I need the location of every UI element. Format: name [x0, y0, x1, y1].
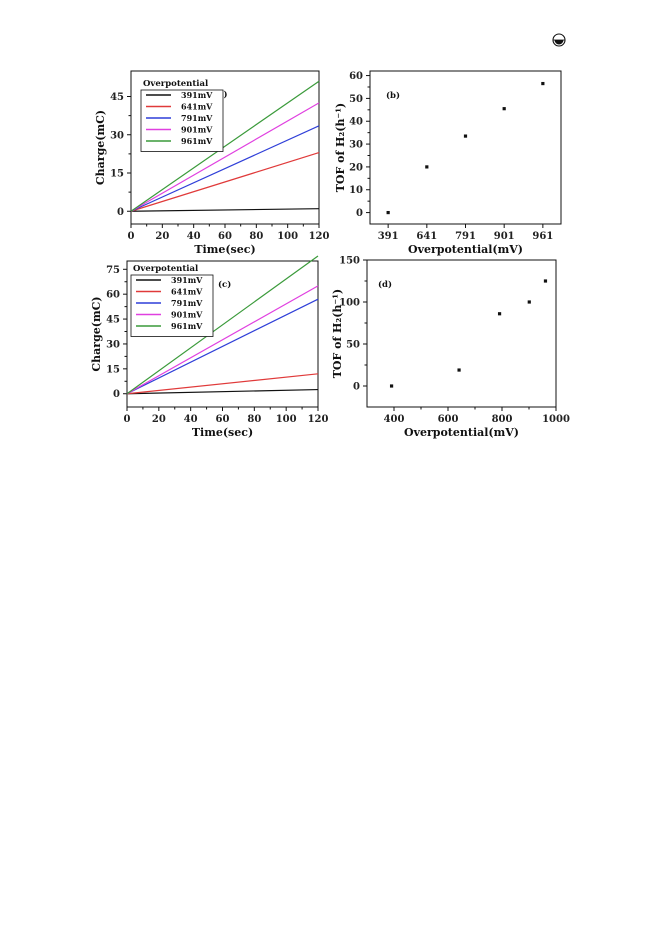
series-line-391mV — [130, 208, 320, 212]
y-tick-label: 30 — [110, 130, 124, 141]
y-axis-label: TOF of H₂(h⁻¹) — [334, 103, 347, 193]
y-tick-label: 30 — [349, 140, 363, 151]
x-tick-label: 400 — [384, 414, 405, 425]
data-point — [425, 165, 429, 169]
legend-entry: 961mV — [181, 136, 213, 146]
y-tick-label: 0 — [113, 389, 120, 400]
y-tick-label: 0 — [117, 207, 124, 218]
series-line-791mV — [126, 298, 319, 395]
legend-entry: 641mV — [181, 102, 213, 112]
x-tick-label: 40 — [187, 231, 201, 242]
x-tick-label: 391 — [378, 231, 399, 242]
chart-panel-b: 391 641 791 901 961 0 10 20 30 40 50 60 Overpotentia… — [334, 70, 562, 256]
series-line-641mV — [130, 152, 320, 212]
data-point — [463, 134, 468, 138]
legend-entry: 641mV — [171, 287, 203, 297]
y-tick-label: 150 — [339, 256, 360, 267]
panel-label: (b) — [386, 90, 400, 101]
x-tick-label: 1000 — [542, 414, 570, 425]
y-tick-label: 75 — [106, 265, 120, 276]
data-point — [497, 312, 502, 316]
x-tick-label: 961 — [532, 231, 553, 242]
x-tick-label: 800 — [492, 414, 513, 425]
x-tick-label: 100 — [276, 414, 297, 425]
x-tick-label: 120 — [309, 231, 330, 242]
x-tick-label: 60 — [218, 231, 232, 242]
series-line-961mV — [126, 255, 319, 395]
y-tick-label: 0 — [353, 382, 360, 393]
x-tick-label: 0 — [124, 414, 131, 425]
x-axis-label: Time(sec) — [192, 426, 253, 439]
series-line-961mV — [130, 80, 320, 212]
series-line-791mV — [130, 125, 320, 212]
x-tick-label: 600 — [438, 414, 459, 425]
series-line-901mV — [126, 285, 319, 395]
y-axis-label: Charge(mC) — [90, 296, 103, 371]
x-tick-label: 0 — [128, 231, 135, 242]
chart-panel-a: 0 20 40 60 80 100 120 0 15 30 45 Time(sec) Charge(mC… — [94, 70, 330, 256]
x-tick-label: 100 — [277, 231, 298, 242]
y-tick-label: 60 — [349, 71, 363, 82]
legend-entry: 791mV — [171, 298, 203, 308]
y-tick-label: 20 — [349, 162, 363, 173]
legend-box — [140, 89, 224, 152]
y-tick-label: 15 — [106, 364, 120, 375]
x-tick-label: 20 — [152, 414, 166, 425]
y-tick-label: 10 — [349, 185, 363, 196]
x-tick-label: 80 — [247, 414, 261, 425]
panel-label: (d) — [378, 279, 392, 290]
x-tick-label: 120 — [308, 414, 329, 425]
legend-entry: 961mV — [171, 321, 203, 331]
x-axis-label: Overpotential(mV) — [404, 426, 519, 439]
y-axis-label: Charge(mC) — [94, 110, 107, 185]
legend-title: Overpotential — [143, 79, 209, 89]
x-tick-label: 80 — [249, 231, 263, 242]
legend-entry: 901mV — [171, 310, 203, 320]
series-line-391mV — [126, 388, 319, 395]
chart-panel-c: 0 20 40 60 80 100 120 0 15 30 45 60 75 Time(sec) Charg… — [90, 255, 329, 439]
data-point — [389, 384, 394, 388]
y-tick-label: 50 — [349, 94, 363, 105]
legend-title: Overpotential — [133, 264, 199, 274]
y-tick-label: 50 — [346, 340, 360, 351]
data-point — [543, 279, 548, 283]
y-tick-label: 15 — [110, 169, 124, 180]
legend-entry: 391mV — [181, 90, 213, 100]
y-axis-label: TOF of H₂(h⁻¹) — [331, 289, 344, 379]
y-tick-label: 40 — [349, 117, 363, 128]
x-tick-label: 40 — [184, 414, 198, 425]
y-tick-label: 0 — [356, 208, 363, 219]
series-line-641mV — [126, 373, 319, 395]
data-point — [527, 300, 531, 304]
y-tick-label: 45 — [110, 92, 124, 103]
panel-label: (c) — [218, 279, 231, 290]
series-line-901mV — [130, 102, 320, 212]
data-point — [457, 368, 461, 372]
x-tick-label: 20 — [155, 231, 169, 242]
x-axis-label: Overpotential(mV) — [408, 243, 523, 256]
circled-logo-icon — [552, 33, 566, 47]
y-tick-label: 60 — [106, 290, 120, 301]
plot-frame — [366, 259, 557, 408]
x-axis-label: Time(sec) — [194, 243, 255, 256]
y-tick-label: 30 — [106, 339, 120, 350]
legend-entry: 901mV — [181, 125, 213, 135]
data-point — [541, 81, 545, 86]
x-tick-label: 791 — [455, 231, 476, 242]
x-tick-label: 641 — [416, 231, 437, 242]
chart-panel-d: 400 600 800 1000 0 50 100 150 Overpotential(mV) T… — [331, 256, 570, 440]
y-tick-label: 45 — [106, 315, 120, 326]
data-point — [386, 210, 390, 215]
legend-entry: 791mV — [181, 113, 213, 123]
x-tick-label: 60 — [216, 414, 230, 425]
legend-entry: 391mV — [171, 275, 203, 285]
x-tick-label: 901 — [494, 231, 515, 242]
y-tick-label: 100 — [339, 298, 360, 309]
data-point — [502, 107, 506, 111]
